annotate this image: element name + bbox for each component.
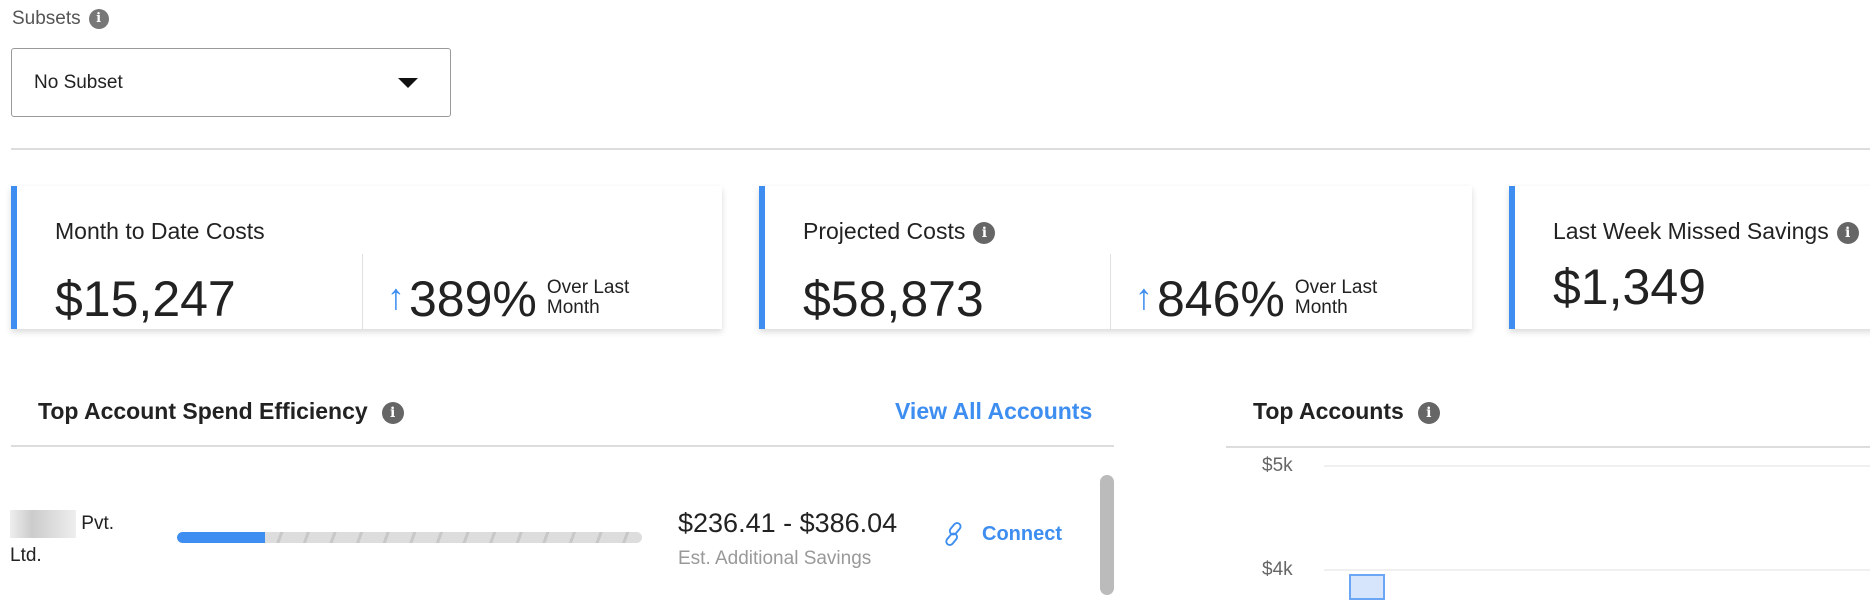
view-all-accounts-link[interactable]: View All Accounts: [895, 398, 1093, 424]
redacted-name: [10, 509, 76, 538]
change-percent: 846%: [1157, 271, 1285, 327]
y-tick-4k: $4k: [1262, 559, 1293, 580]
connect-button[interactable]: Connect: [940, 520, 1062, 548]
card-value: $58,873: [803, 271, 984, 327]
card-title: Month to Date Costs: [55, 218, 265, 244]
chart-bar[interactable]: [1349, 574, 1385, 600]
efficiency-progress-bar: [177, 532, 642, 543]
projected-costs-card: Projected Costs i $58,873 ↑ 846% Over Last …: [759, 186, 1472, 329]
info-icon[interactable]: i: [381, 401, 404, 424]
divider: [1226, 446, 1870, 448]
card-value: $15,247: [55, 271, 236, 327]
savings-range: $236.41 - $386.04: [678, 508, 898, 538]
top-accounts-title: Top Accounts i: [1253, 398, 1440, 425]
card-title: Last Week Missed Savings i: [1553, 218, 1859, 245]
change-label: Over Last Month: [1294, 277, 1378, 318]
card-title: Projected Costs i: [803, 218, 996, 245]
divider: [1110, 254, 1111, 329]
savings-label: Est. Additional Savings: [678, 548, 872, 569]
month-to-date-card: Month to Date Costs $15,247 ↑ 389% Over La…: [11, 186, 722, 329]
gridline-4k: [1324, 569, 1870, 571]
info-icon[interactable]: i: [1417, 401, 1440, 424]
divider: [11, 148, 1870, 150]
change-label: Over Last Month: [546, 277, 630, 318]
link-icon: [945, 522, 962, 546]
divider: [11, 445, 1114, 447]
info-icon[interactable]: i: [1836, 221, 1859, 244]
account-name: Pvt. Ltd.: [10, 508, 118, 572]
missed-savings-card: Last Week Missed Savings i $1,349: [1509, 186, 1870, 329]
progress-fill: [177, 532, 266, 543]
efficiency-title: Top Account Spend Efficiency i: [38, 398, 404, 425]
gridline-5k: [1324, 465, 1870, 467]
subsets-dropdown[interactable]: No Subset: [11, 48, 451, 117]
y-tick-5k: $5k: [1262, 455, 1293, 476]
card-value: $1,349: [1553, 259, 1706, 315]
arrow-up-icon: ↑: [1135, 276, 1153, 317]
info-icon[interactable]: i: [973, 221, 996, 244]
caret-down-icon: [398, 77, 418, 88]
change-percent: 389%: [409, 271, 537, 327]
info-icon[interactable]: i: [88, 8, 109, 29]
divider: [362, 254, 363, 329]
subsets-label: Subsets i: [12, 8, 109, 30]
scrollbar[interactable]: [1100, 475, 1114, 595]
arrow-up-icon: ↑: [387, 276, 405, 317]
